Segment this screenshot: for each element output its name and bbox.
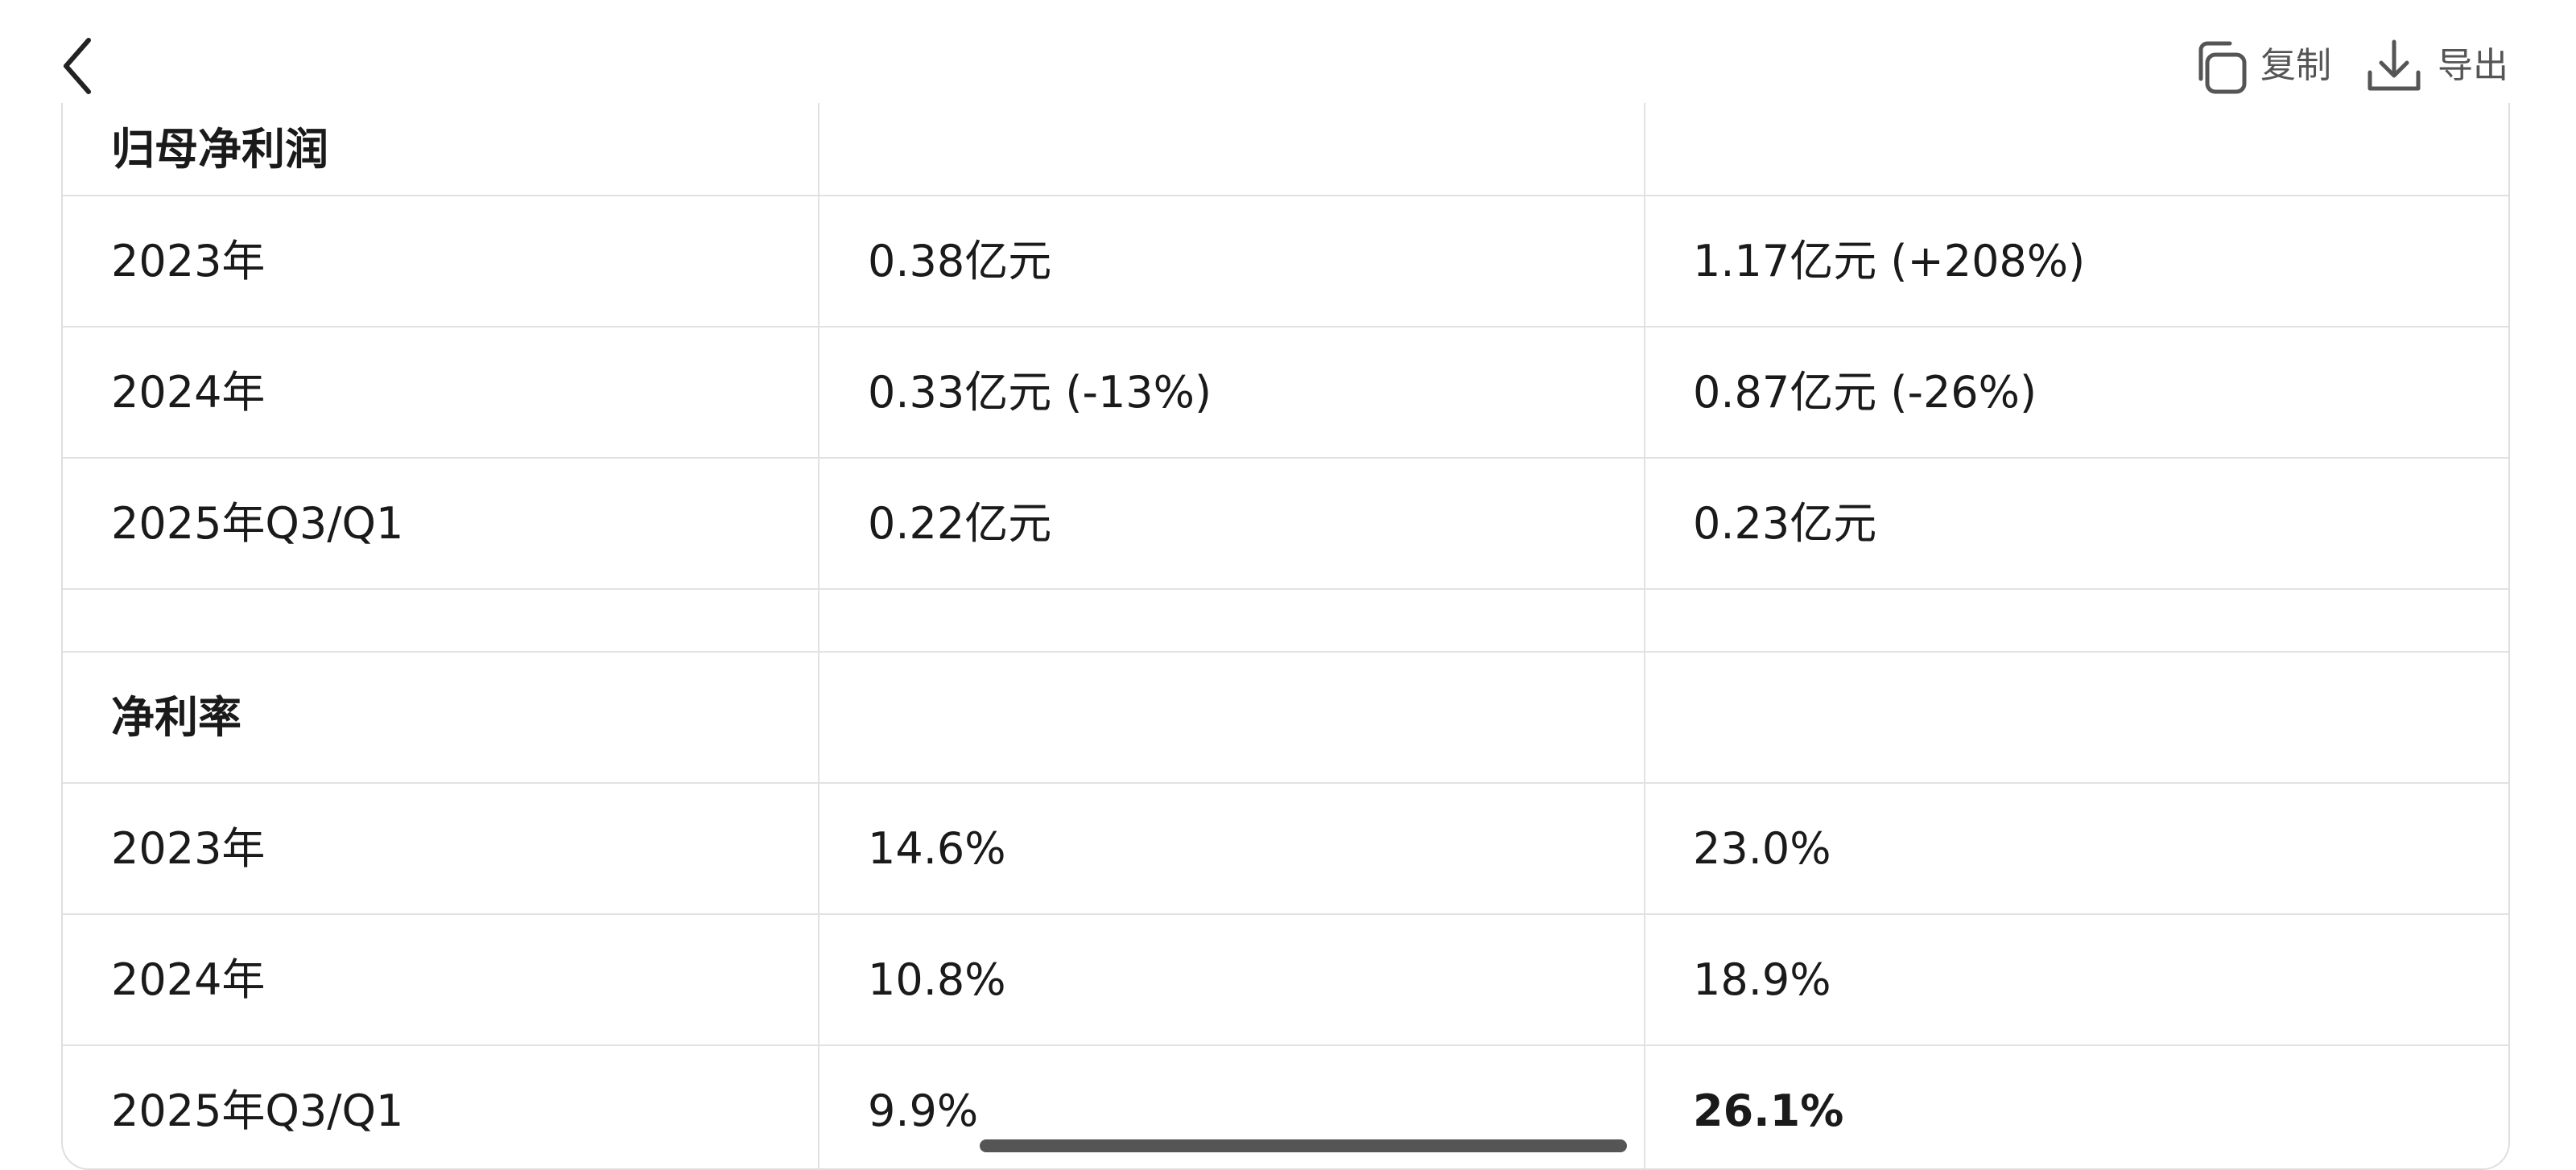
cell-value: 0.33亿元 (-13%) — [868, 366, 1212, 418]
cell-value: 26.1% — [1693, 1085, 1844, 1136]
cell-value: 0.87亿元 (-26%) — [1693, 366, 2037, 418]
column-divider — [818, 103, 819, 1168]
row-divider — [63, 195, 2508, 196]
row-label: 2025年Q3/Q1 — [111, 497, 404, 549]
row-label: 2024年 — [111, 954, 266, 1005]
row-divider — [63, 457, 2508, 459]
cell-value: 0.38亿元 — [868, 235, 1052, 286]
back-icon — [64, 38, 91, 94]
cell-value: 0.23亿元 — [1693, 497, 1877, 549]
back-button[interactable] — [53, 34, 101, 98]
row-label: 2023年 — [111, 822, 266, 874]
data-table: 归母净利润 2023年 0.38亿元 1.17亿元 (+208%) 2024年 0.33亿… — [61, 103, 2510, 1170]
row-label: 2023年 — [111, 235, 266, 286]
row-divider — [63, 651, 2508, 653]
row-divider — [63, 782, 2508, 784]
row-divider — [63, 1044, 2508, 1046]
row-divider — [63, 913, 2508, 915]
section-title: 净利率 — [111, 691, 242, 743]
export-icon[interactable] — [2363, 35, 2425, 97]
cell-value: 18.9% — [1693, 954, 1831, 1005]
export-button[interactable]: 导出 — [2438, 45, 2508, 86]
copy-button[interactable]: 复制 — [2260, 45, 2331, 86]
cell-value: 0.22亿元 — [868, 497, 1052, 549]
section-title: 归母净利润 — [111, 123, 328, 175]
cell-value: 9.9% — [868, 1085, 979, 1136]
cell-value: 14.6% — [868, 822, 1006, 874]
row-divider — [63, 588, 2508, 590]
scrollbar[interactable] — [980, 1139, 1627, 1152]
row-label: 2024年 — [111, 366, 266, 418]
cell-value: 23.0% — [1693, 822, 1831, 874]
cell-value: 10.8% — [868, 954, 1006, 1005]
row-label: 2025年Q3/Q1 — [111, 1085, 404, 1136]
cell-value: 1.17亿元 (+208%) — [1693, 235, 2086, 286]
column-divider — [1644, 103, 1645, 1168]
copy-icon[interactable] — [2190, 37, 2251, 98]
row-divider — [63, 326, 2508, 328]
